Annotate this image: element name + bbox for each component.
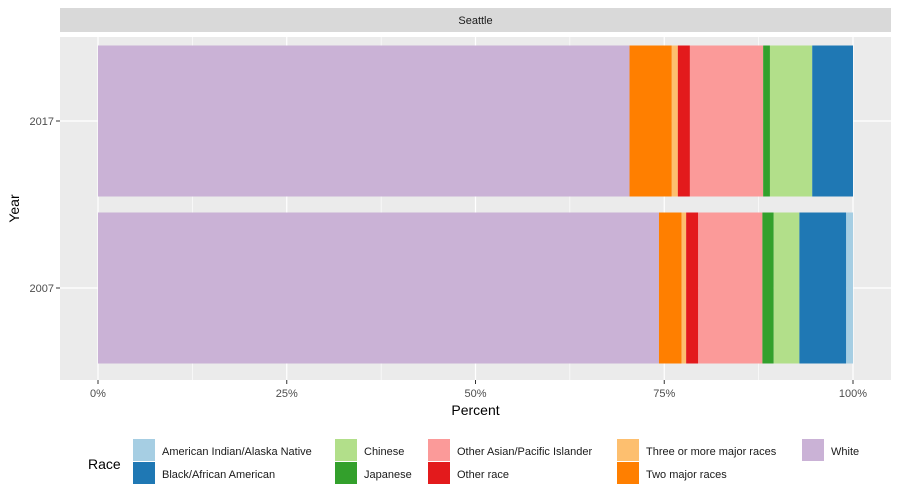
bar-segment-2017-white <box>98 45 630 197</box>
bar-segment-2017-three-or-more-major-races <box>671 45 678 197</box>
legend-swatch-black-african-american <box>133 462 155 484</box>
bar-segment-2007-other-race <box>686 212 699 364</box>
bar-segment-2007-two-major-races <box>658 212 682 364</box>
legend-swatch-two-major-races <box>617 462 639 484</box>
bar-segment-2007-american-indian-alaska-native <box>846 212 853 364</box>
bar-segment-2017-black-african-american <box>812 45 853 197</box>
legend-label-black-african-american: Black/African American <box>162 469 275 481</box>
bar-segment-2017-two-major-races <box>629 45 672 197</box>
legend-label-chinese: Chinese <box>364 446 404 458</box>
legend-swatch-american-indian-alaska-native <box>133 439 155 461</box>
legend-swatch-white <box>802 439 824 461</box>
x-tick-label: 100% <box>839 388 867 400</box>
legend-label-white: White <box>831 446 859 458</box>
bar-segment-2017-chinese <box>769 45 813 197</box>
bar-segment-2007-chinese <box>773 212 800 364</box>
bar-segment-2007-three-or-more-major-races <box>681 212 687 364</box>
legend-label-other-asian-pacific-islander: Other Asian/Pacific Islander <box>457 446 592 458</box>
legend-label-american-indian-alaska-native: American Indian/Alaska Native <box>162 446 312 458</box>
facet-strip-label: Seattle <box>458 15 492 27</box>
bar-segment-2007-white <box>98 212 659 364</box>
legend-swatch-chinese <box>335 439 357 461</box>
x-tick-label: 50% <box>464 388 486 400</box>
legend-label-three-or-more-major-races: Three or more major races <box>646 446 777 458</box>
bar-segment-2017-other-asian-pacific-islander <box>689 45 764 197</box>
x-axis: 0% 25% 50% 75% 100% <box>90 380 867 400</box>
bar-segment-2007-japanese <box>762 212 774 364</box>
legend-label-other-race: Other race <box>457 469 509 481</box>
x-axis-title: Percent <box>451 402 499 418</box>
bar-segment-2017-other-race <box>677 45 690 197</box>
x-tick-label: 25% <box>276 388 298 400</box>
x-tick-label: 75% <box>653 388 675 400</box>
bar-segment-2017-japanese <box>763 45 770 197</box>
legend-swatch-japanese <box>335 462 357 484</box>
legend: Race American Indian/Alaska Native Black/… <box>88 439 859 484</box>
bar-segment-2007-other-asian-pacific-islander <box>698 212 763 364</box>
x-tick-label: 0% <box>90 388 106 400</box>
y-tick-label: 2017 <box>30 116 54 128</box>
y-tick-label: 2007 <box>30 283 54 295</box>
bar-stacks <box>98 45 853 364</box>
facet-strip <box>60 8 891 32</box>
legend-swatch-other-asian-pacific-islander <box>428 439 450 461</box>
legend-title: Race <box>88 456 121 472</box>
y-axis-title: Year <box>6 194 22 223</box>
y-axis: 2017 2007 <box>30 116 60 295</box>
bar-segment-2007-black-african-american <box>799 212 847 364</box>
legend-swatch-other-race <box>428 462 450 484</box>
legend-label-two-major-races: Two major races <box>646 469 727 481</box>
legend-label-japanese: Japanese <box>364 469 412 481</box>
legend-swatch-three-or-more-major-races <box>617 439 639 461</box>
